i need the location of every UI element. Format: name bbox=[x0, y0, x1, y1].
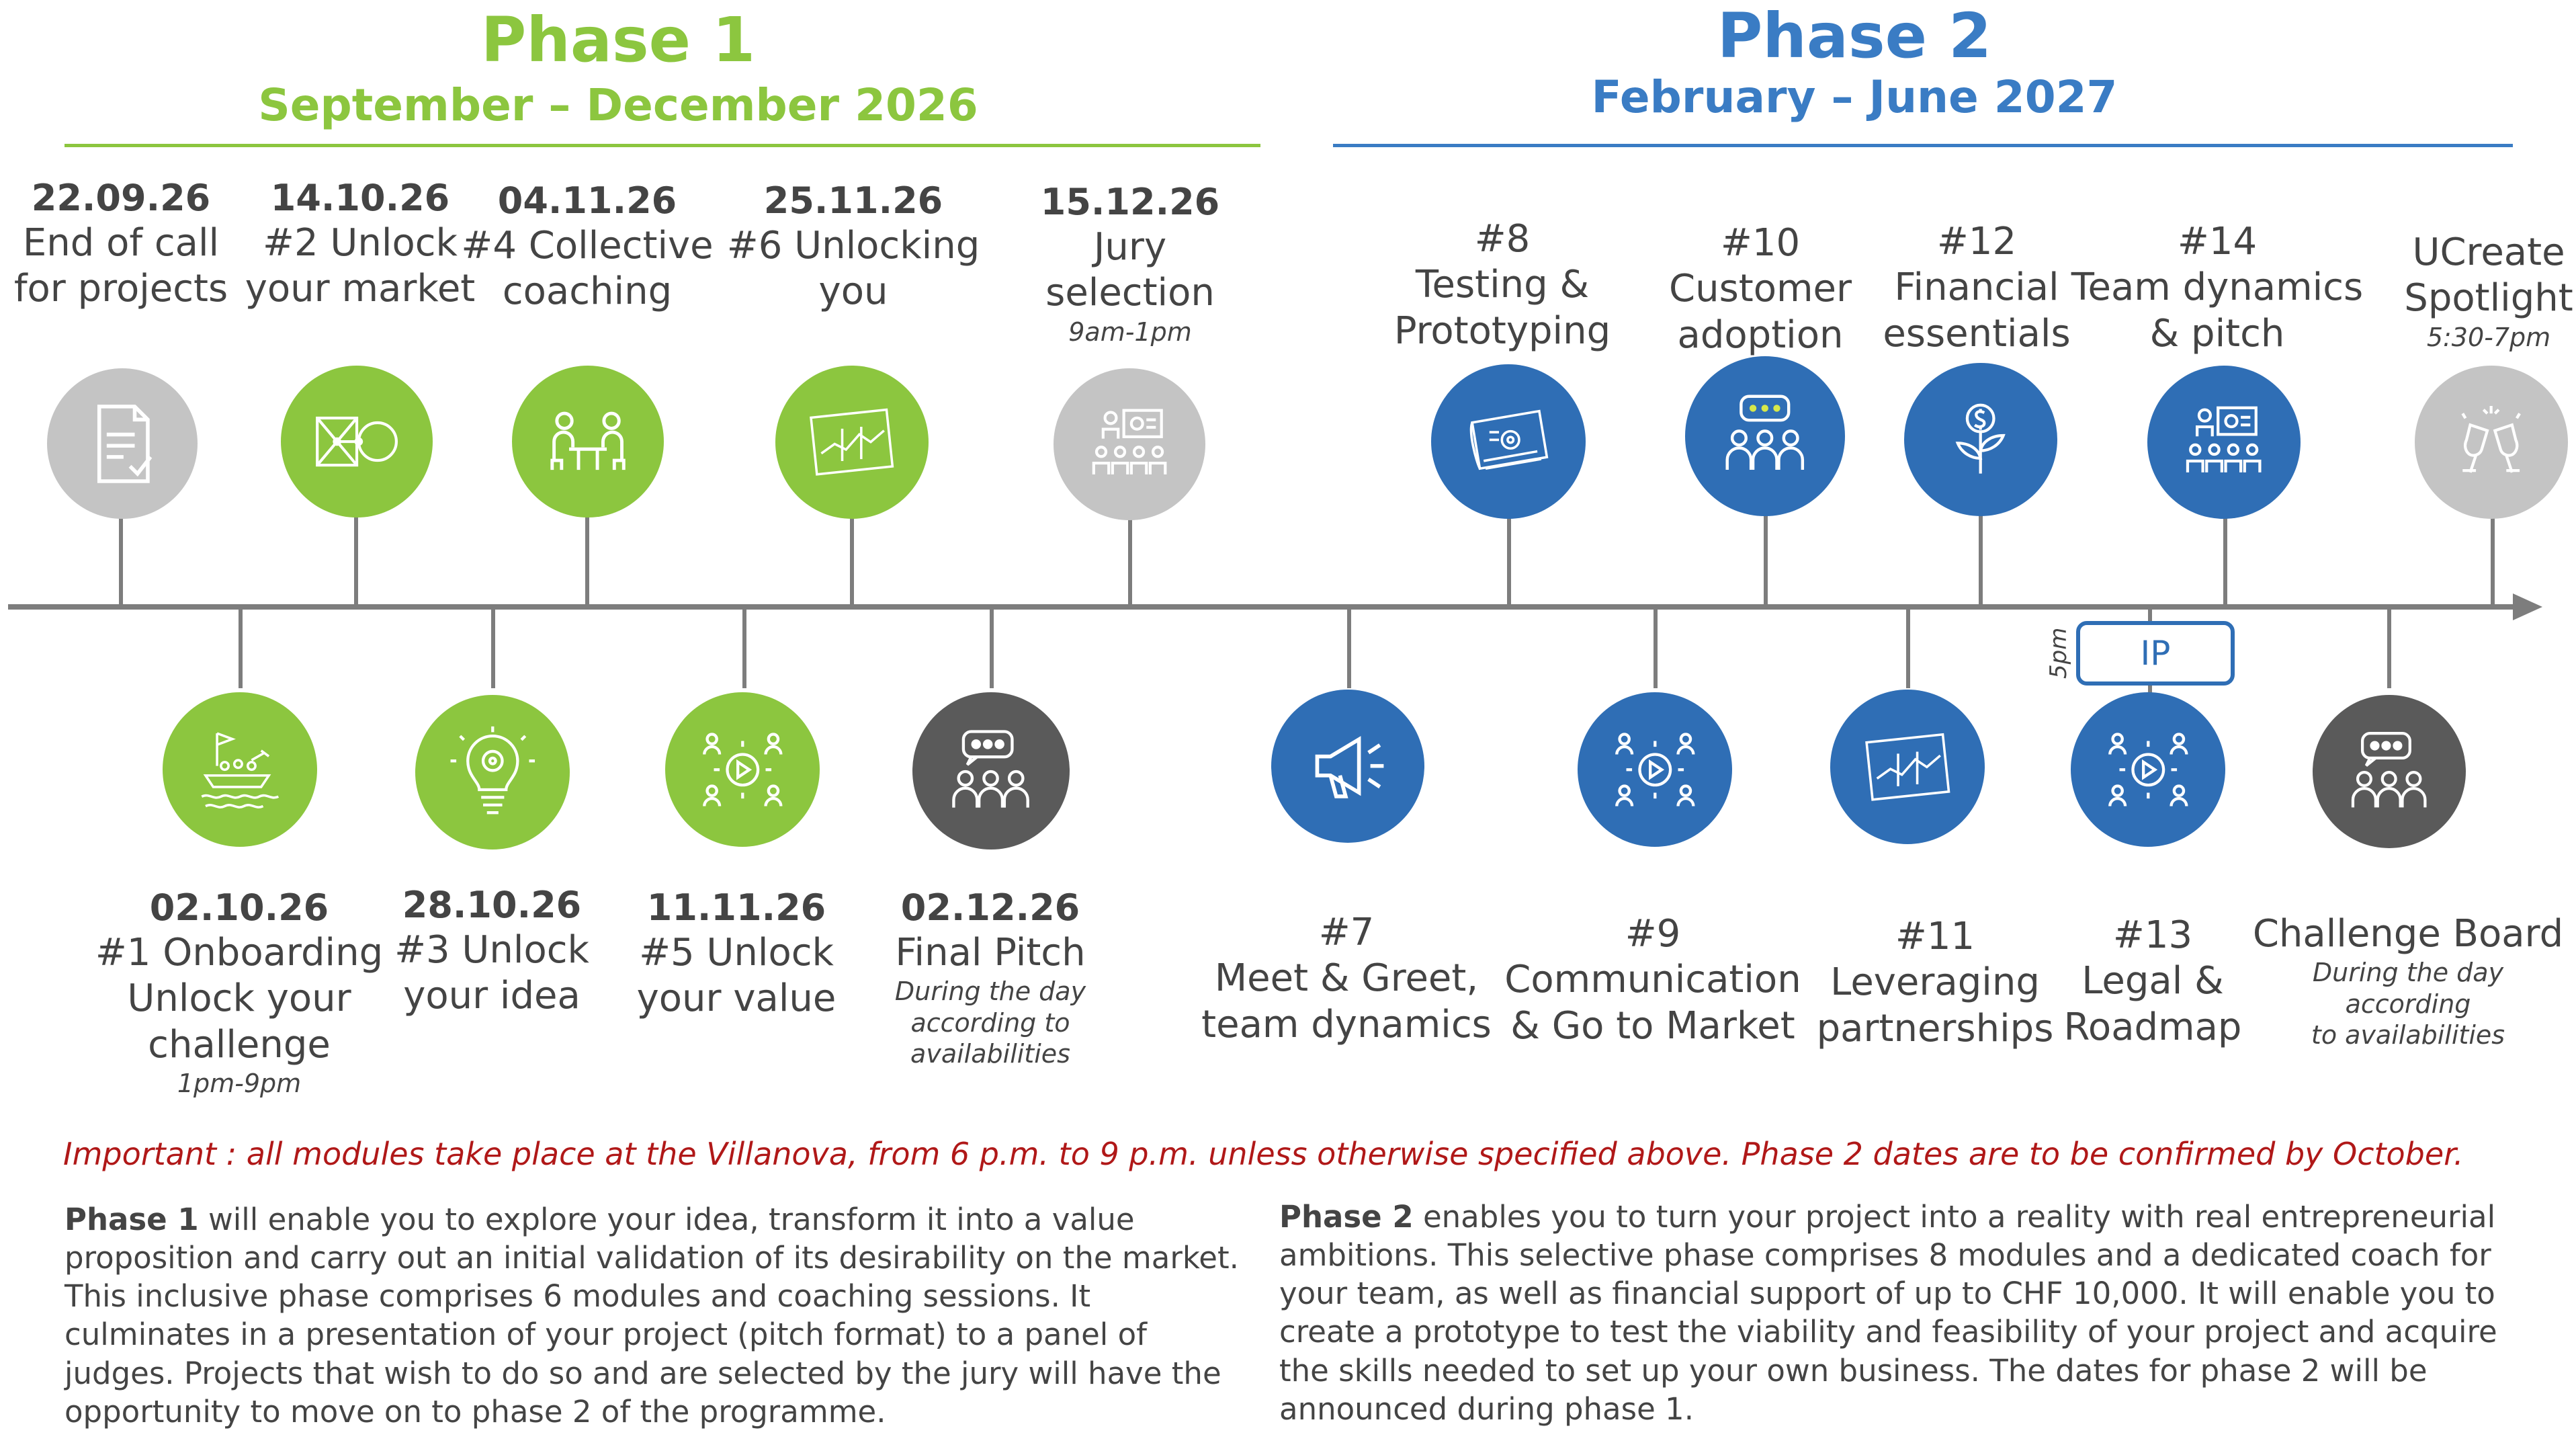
blueprint-icon bbox=[1469, 409, 1549, 470]
event-node-final-pitch[interactable] bbox=[912, 692, 1070, 850]
phase2-underline bbox=[1333, 144, 2513, 147]
jury-presentation-icon bbox=[1092, 409, 1167, 474]
ip-milestone[interactable]: IP bbox=[2076, 621, 2235, 686]
event-label-unlocking-you: 25.11.26 #6 Unlocking you bbox=[726, 179, 980, 314]
event-stem bbox=[850, 511, 854, 606]
event-node-team-dynamics-pitch[interactable] bbox=[2147, 366, 2301, 519]
team-presentation-icon bbox=[2186, 406, 2262, 473]
important-note: Important : all modules take place at th… bbox=[63, 1136, 2464, 1172]
event-stem bbox=[2387, 608, 2391, 688]
event-label-testing-prototyping: #8 Testing & Prototyping bbox=[1393, 217, 1611, 353]
event-node-communication[interactable] bbox=[1578, 692, 1732, 847]
event-label-customer-adoption: #10 Customer adoption bbox=[1668, 221, 1852, 357]
event-stem bbox=[239, 608, 243, 688]
event-label-leveraging-partnerships: #11 Leveraging partnerships bbox=[1816, 915, 2054, 1050]
event-stem bbox=[2148, 608, 2152, 622]
event-node-unlocking-you[interactable] bbox=[775, 366, 929, 519]
event-node-meet-greet[interactable] bbox=[1271, 690, 1424, 843]
phase2-desc-bold: Phase 2 bbox=[1279, 1199, 1414, 1235]
chart-board-icon bbox=[1864, 733, 1950, 801]
event-node-legal-roadmap[interactable] bbox=[2071, 692, 2225, 847]
event-node-unlock-market[interactable] bbox=[281, 366, 433, 518]
event-label-unlock-market: 14.10.26 #2 Unlock your market bbox=[245, 177, 476, 311]
event-node-end-of-call[interactable] bbox=[47, 368, 198, 519]
event-label-communication: #9 Communication & Go to Market bbox=[1504, 912, 1801, 1048]
event-stem bbox=[1764, 507, 1768, 606]
ip-time: 5pm bbox=[2045, 627, 2072, 679]
event-label-onboarding: 02.10.26 #1 Onboarding Unlock your chall… bbox=[95, 886, 384, 1098]
event-stem bbox=[585, 511, 589, 606]
event-label-challenge-board: Challenge Board During the day according… bbox=[2252, 912, 2564, 1050]
event-node-customer-adoption[interactable] bbox=[1685, 356, 1845, 516]
event-label-final-pitch: 02.12.26 Final Pitch During the day acco… bbox=[894, 886, 1086, 1069]
event-node-unlock-value[interactable] bbox=[665, 692, 820, 847]
event-node-collective-coaching[interactable] bbox=[512, 366, 664, 518]
event-node-onboarding[interactable] bbox=[163, 692, 317, 847]
phase2-desc-text: enables you to turn your project into a … bbox=[1279, 1199, 2497, 1427]
phase1-underline bbox=[65, 144, 1260, 147]
event-stem bbox=[119, 511, 123, 606]
market-map-icon bbox=[316, 416, 398, 467]
event-label-legal-roadmap: #13 Legal & Roadmap bbox=[2063, 913, 2242, 1049]
event-stem bbox=[1979, 507, 1983, 606]
event-label-jury-selection: 15.12.26 Jury selection 9am-1pm bbox=[1040, 181, 1220, 347]
event-label-unlock-idea: 28.10.26 #3 Unlock your idea bbox=[394, 884, 589, 1018]
event-stem bbox=[1128, 511, 1132, 606]
timeline-arrow-icon bbox=[2513, 593, 2542, 620]
event-node-ucreate-spotlight[interactable] bbox=[2415, 366, 2568, 519]
phase2-dates: February – June 2027 bbox=[1591, 71, 2118, 123]
event-label-collective-coaching: 04.11.26 #4 Collective coaching bbox=[461, 179, 714, 314]
event-stem bbox=[354, 511, 358, 606]
ip-label: IP bbox=[2140, 634, 2171, 673]
network-play-icon bbox=[2108, 733, 2188, 806]
event-label-team-dynamics-pitch: #14 Team dynamics & pitch bbox=[2071, 220, 2364, 356]
event-label-end-of-call: 22.09.26 End of call for projects bbox=[13, 177, 228, 311]
event-stem bbox=[1507, 507, 1511, 606]
phase1-title: Phase 1 bbox=[480, 4, 756, 76]
event-node-testing-prototyping[interactable] bbox=[1431, 364, 1586, 519]
event-node-leveraging-partnerships[interactable] bbox=[1830, 690, 1985, 844]
event-label-financial-essentials: #12 Financial essentials bbox=[1883, 220, 2071, 356]
event-node-unlock-idea[interactable] bbox=[415, 695, 570, 850]
timeline-axis bbox=[8, 604, 2526, 610]
network-play-icon bbox=[1615, 733, 1695, 806]
boat-team-icon bbox=[201, 732, 279, 809]
event-label-meet-greet: #7 Meet & Greet, team dynamics bbox=[1201, 911, 1492, 1046]
megaphone-icon bbox=[1315, 736, 1384, 799]
event-stem bbox=[1347, 608, 1351, 688]
group-chat-icon bbox=[952, 730, 1030, 809]
document-check-icon bbox=[97, 404, 152, 483]
event-stem bbox=[990, 608, 994, 688]
phase2-title: Phase 2 bbox=[1717, 0, 1992, 72]
event-stem bbox=[742, 608, 746, 688]
event-stem bbox=[491, 608, 495, 688]
champagne-icon bbox=[2461, 406, 2522, 473]
coaching-table-icon bbox=[550, 411, 626, 470]
event-stem bbox=[1906, 608, 1910, 688]
group-chat-icon bbox=[2352, 732, 2427, 808]
event-node-financial-essentials[interactable] bbox=[1904, 363, 2057, 516]
event-stem bbox=[1654, 608, 1658, 688]
event-label-ucreate-spotlight: UCreate Spotlight 5:30-7pm bbox=[2404, 231, 2573, 352]
event-stem bbox=[2223, 507, 2227, 606]
phase2-description: Phase 2 enables you to turn your project… bbox=[1279, 1198, 2542, 1428]
phase1-desc-bold: Phase 1 bbox=[65, 1202, 199, 1237]
phase1-desc-text: will enable you to explore your idea, tr… bbox=[65, 1202, 1239, 1430]
event-node-jury-selection[interactable] bbox=[1054, 368, 1205, 520]
customer-chat-icon bbox=[1725, 395, 1805, 470]
money-plant-icon bbox=[1955, 403, 2006, 474]
event-stem bbox=[2491, 511, 2495, 606]
event-node-challenge-board[interactable] bbox=[2313, 695, 2466, 848]
network-play-icon bbox=[702, 733, 783, 806]
chart-board-icon bbox=[810, 408, 894, 477]
event-stem bbox=[2148, 677, 2152, 698]
lightbulb-icon bbox=[450, 726, 535, 815]
phase1-description: Phase 1 will enable you to explore your … bbox=[65, 1200, 1247, 1431]
phase1-dates: September – December 2026 bbox=[258, 79, 978, 131]
event-label-unlock-value: 11.11.26 #5 Unlock your value bbox=[636, 886, 836, 1021]
